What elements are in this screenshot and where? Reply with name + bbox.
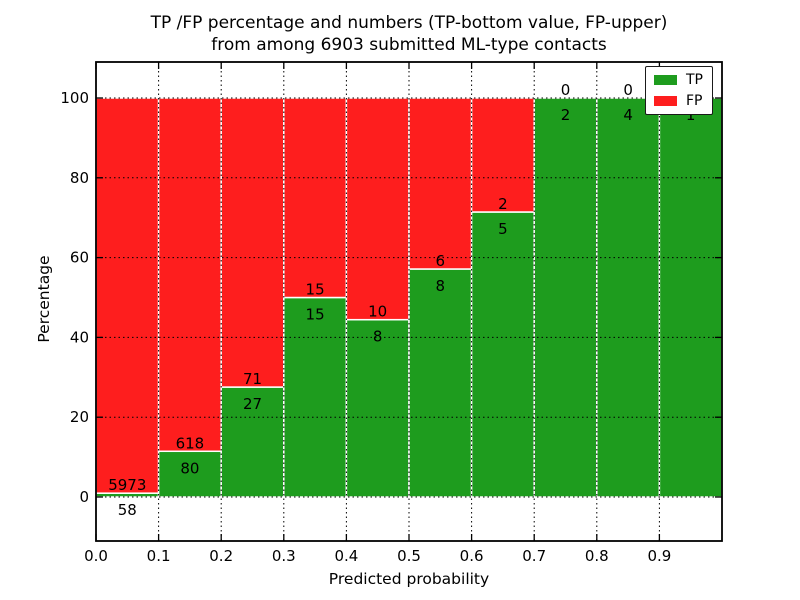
x-tick-label: 0.2 — [209, 547, 233, 565]
tp-bar-segment — [596, 97, 661, 498]
tp-count-label: 2 — [561, 106, 571, 124]
fp-count-label: 0 — [561, 81, 571, 99]
tp-bar-segment — [658, 97, 723, 498]
legend-swatch-fp-icon — [654, 96, 677, 106]
y-tick-label: 100 — [60, 89, 89, 107]
y-tick-label: 80 — [70, 169, 89, 187]
tp-count-label: 8 — [373, 328, 383, 346]
x-tick-label: 0.6 — [460, 547, 484, 565]
tp-count-label: 1 — [686, 106, 696, 124]
legend: TP FP — [645, 66, 713, 115]
fp-count-label: 10 — [368, 303, 387, 321]
tp-count-label: 58 — [118, 501, 137, 519]
chart-title: TP /FP percentage and numbers (TP-bottom… — [96, 12, 722, 56]
fp-count-label: 618 — [176, 434, 205, 452]
tp-bar-segment — [470, 211, 535, 498]
tp-bar-segment — [345, 318, 410, 498]
legend-swatch-tp-icon — [654, 75, 677, 85]
y-tick-label: 40 — [70, 328, 89, 346]
x-tick-label: 0.4 — [334, 547, 358, 565]
y-tick-label: 0 — [79, 488, 89, 506]
tp-bar-segment — [283, 296, 348, 498]
x-tick-label: 0.7 — [522, 547, 546, 565]
tp-count-label: 5 — [498, 220, 508, 238]
fp-count-label: 15 — [306, 281, 325, 299]
tp-count-label: 4 — [623, 106, 633, 124]
fp-count-label: 0 — [623, 81, 633, 99]
fp-bar-segment — [157, 97, 222, 453]
y-tick-label: 20 — [70, 408, 89, 426]
legend-label-fp: FP — [686, 93, 703, 109]
legend-item-fp: FP — [654, 94, 703, 108]
tp-count-label: 27 — [243, 395, 262, 413]
fp-count-label: 5973 — [108, 476, 146, 494]
x-tick-label: 0.1 — [147, 547, 171, 565]
fp-count-label: 71 — [243, 370, 262, 388]
fp-bar-segment — [470, 97, 535, 213]
x-tick-label: 0.8 — [585, 547, 609, 565]
tp-count-label: 15 — [306, 306, 325, 324]
x-axis-label: Predicted probability — [328, 570, 490, 588]
fp-count-label: 6 — [436, 252, 446, 270]
chart-title-line1: TP /FP percentage and numbers (TP-bottom… — [150, 13, 668, 33]
axes-frame — [95, 61, 723, 542]
chart-title-line2: from among 6903 submitted ML-type contac… — [211, 35, 607, 55]
x-tick-label: 0.5 — [397, 547, 421, 565]
tp-bar-segment — [408, 268, 473, 498]
tp-bar-segment — [533, 97, 598, 498]
fp-bar-segment — [345, 97, 410, 321]
tp-count-label: 8 — [436, 277, 446, 295]
fp-bar-segment — [95, 97, 160, 494]
fp-bar-segment — [220, 97, 285, 388]
x-tick-label: 0.0 — [84, 547, 108, 565]
legend-item-tp: TP — [654, 73, 703, 87]
tp-count-label: 80 — [180, 459, 199, 477]
fp-count-label: 2 — [498, 195, 508, 213]
x-tick-label: 0.3 — [272, 547, 296, 565]
fp-bar-segment — [283, 97, 348, 299]
y-axis-label: Percentage — [35, 255, 53, 343]
fp-bar-segment — [408, 97, 473, 270]
legend-label-tp: TP — [686, 72, 703, 88]
y-tick-label: 60 — [70, 249, 89, 267]
x-tick-label: 0.9 — [647, 547, 671, 565]
